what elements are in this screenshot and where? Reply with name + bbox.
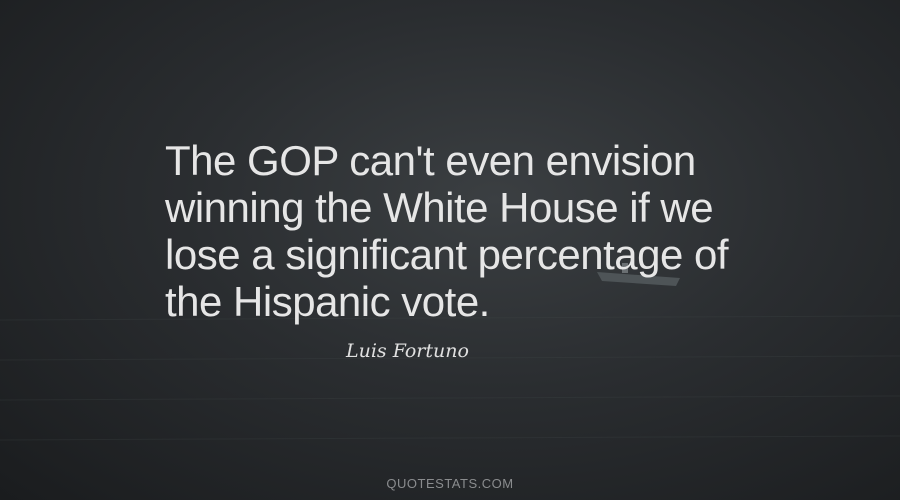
author: Luis Fortuno <box>346 340 469 362</box>
quote-line: lose a significant percentage of <box>165 231 729 278</box>
watermark: QUOTESTATS.COM <box>386 476 514 491</box>
quote-line: the Hispanic vote. <box>165 278 490 325</box>
quote-line: winning the White House if we <box>165 184 714 231</box>
quote-line: The GOP can't even envision <box>165 137 696 184</box>
boat <box>597 263 680 286</box>
